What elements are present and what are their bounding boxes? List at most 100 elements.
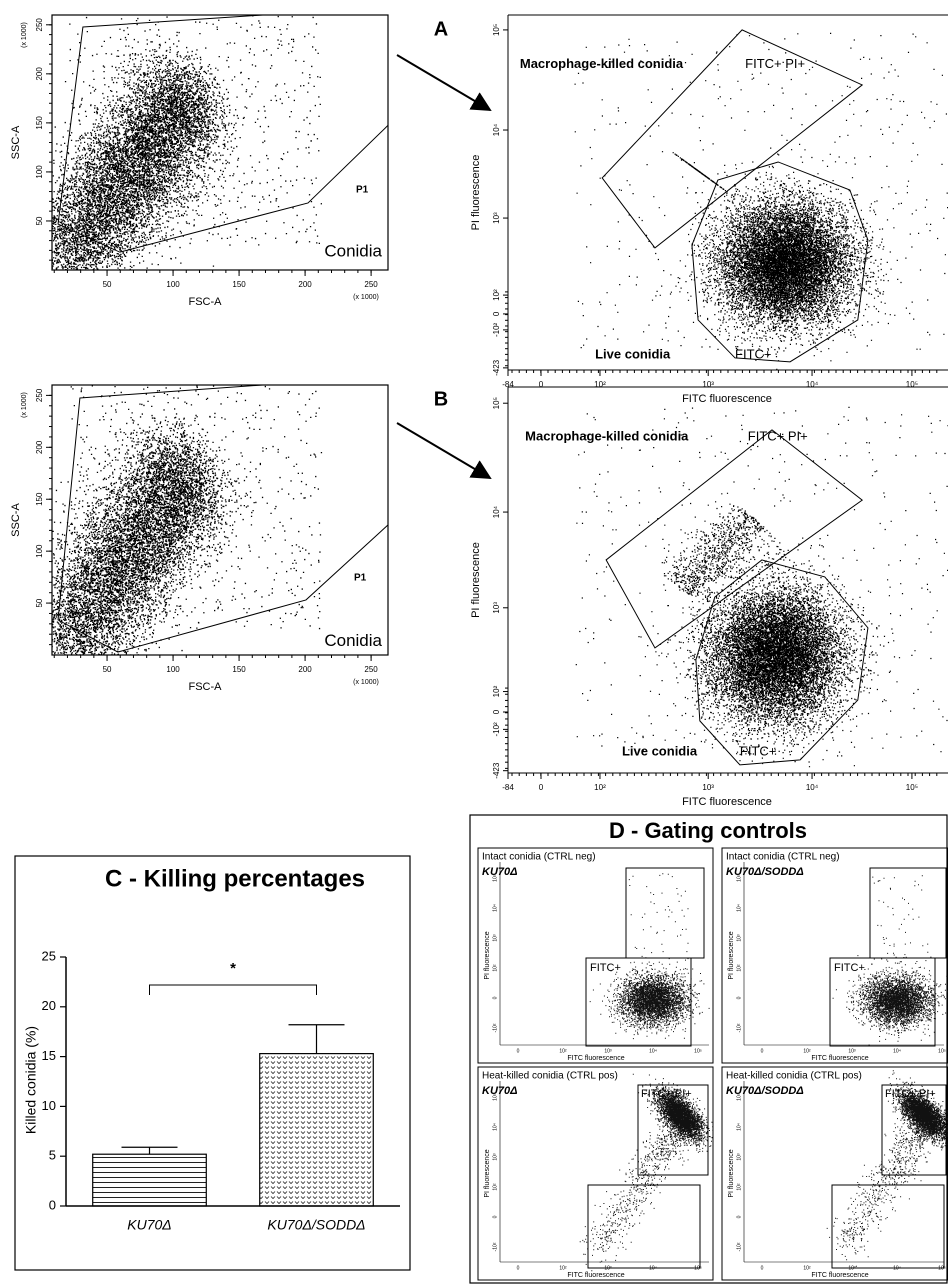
x-tick-label: -84 xyxy=(502,783,514,792)
y-tick-label: 10² xyxy=(492,964,498,972)
x-tick-label: 200 xyxy=(298,280,312,289)
population-label: Conidia xyxy=(324,242,382,261)
y-tick-label: 0 xyxy=(492,311,501,316)
significance-bracket xyxy=(150,985,317,995)
y-tick-label: 200 xyxy=(35,440,44,454)
y-tick-label: 10⁴ xyxy=(492,123,501,136)
y-tick-label: 10⁴ xyxy=(492,1123,498,1131)
y-tick-label: 25 xyxy=(42,948,56,963)
y-tick-label: 10⁴ xyxy=(736,904,742,912)
x-tick-label: 10³ xyxy=(604,1265,612,1271)
y-tick-label: 10³ xyxy=(736,1153,742,1161)
y-tick-label: 10 xyxy=(42,1098,56,1113)
x-tick-label: 0 xyxy=(761,1265,764,1271)
scatter-cloud xyxy=(0,374,322,757)
gate-label: FITC+ PI+ xyxy=(745,56,805,71)
y-tick-label: -10² xyxy=(736,1242,742,1251)
arrow xyxy=(397,55,490,110)
annotation: * xyxy=(230,960,236,977)
x-unit: (x 1000) xyxy=(353,679,379,686)
x-tick-label: 10⁴ xyxy=(893,1048,901,1054)
y-tick-label: 0 xyxy=(492,709,501,714)
scatter-cloud xyxy=(833,875,948,1045)
x-axis-label: FITC fluorescence xyxy=(811,1055,868,1062)
panel-title: D - Gating controls xyxy=(609,818,807,843)
x-axis-label: FITC fluorescence xyxy=(682,393,772,405)
y-tick-label: 10⁵ xyxy=(736,874,742,882)
y-tick-label: 10⁴ xyxy=(492,505,501,518)
y-tick-label: 0 xyxy=(736,1215,742,1218)
y-tick-label: 250 xyxy=(35,18,44,32)
y-axis-label: PI fluorescence xyxy=(470,155,482,231)
gate-label: FITC+ xyxy=(740,744,776,759)
x-tick-label: 10⁵ xyxy=(694,1265,702,1271)
scatter-cloud xyxy=(590,873,710,1039)
x-tick-label: 10² xyxy=(559,1265,567,1271)
y-tick-label: 10² xyxy=(736,1183,742,1191)
x-tick-label: 0 xyxy=(517,1265,520,1271)
subplot-frame xyxy=(478,848,713,1063)
gate-label: FITC+ xyxy=(735,347,771,362)
gate-label: FITC+ xyxy=(834,962,865,974)
x-tick-label: 10² xyxy=(594,783,606,792)
y-tick-label: 10³ xyxy=(492,602,501,614)
y-tick-label: 0 xyxy=(736,996,742,999)
y-tick-label: 10⁵ xyxy=(492,1093,498,1101)
y-tick-label: -10² xyxy=(492,322,501,337)
x-tick-label: 10³ xyxy=(848,1048,856,1054)
scatter-cloud xyxy=(574,407,948,777)
y-tick-label: 10⁵ xyxy=(492,874,498,882)
x-tick-label: 10⁵ xyxy=(906,783,918,792)
x-tick-label: 250 xyxy=(364,665,378,674)
x-tick-label: 0 xyxy=(539,783,544,792)
x-tick-label: 150 xyxy=(232,665,246,674)
scatter-cloud xyxy=(575,33,948,371)
scatter-cloud xyxy=(1,15,322,325)
x-axis-label: FITC fluorescence xyxy=(567,1272,624,1279)
x-tick-label: 10² xyxy=(803,1048,811,1054)
y-tick-label: 10⁵ xyxy=(492,24,501,36)
x-tick-label: 10³ xyxy=(702,380,714,389)
x-tick-label: 100 xyxy=(166,665,180,674)
x-tick-label: 10³ xyxy=(848,1265,856,1271)
y-axis-label: PI fluorescence xyxy=(470,542,482,618)
x-tick-label: 10⁵ xyxy=(938,1048,946,1054)
y-tick-label: 0 xyxy=(492,1215,498,1218)
plot-frame xyxy=(52,15,388,270)
gate-label: FITC+ PI+ xyxy=(885,1088,936,1100)
y-tick-label: 0 xyxy=(492,996,498,999)
x-tick-label: 10⁴ xyxy=(893,1265,901,1271)
y-tick-label: 100 xyxy=(35,165,44,179)
x-tick-label: 0 xyxy=(517,1048,520,1054)
y-tick-label: 10² xyxy=(492,1183,498,1191)
x-tick-label: 10³ xyxy=(604,1048,612,1054)
y-tick-label: 250 xyxy=(35,388,44,402)
y-unit: (x 1000) xyxy=(21,22,28,48)
y-tick-label: 10² xyxy=(492,685,501,697)
x-axis-label: FITC fluorescence xyxy=(811,1272,868,1279)
chart-title: C - Killing percentages xyxy=(105,865,365,892)
scatter-cloud xyxy=(580,1074,724,1272)
y-tick-label: 5 xyxy=(49,1148,56,1163)
y-tick-label: -10² xyxy=(492,1023,498,1032)
gate-label: Live conidia xyxy=(622,744,698,759)
gate xyxy=(870,868,946,958)
y-tick-label: 10³ xyxy=(492,212,501,224)
x-tick-label: 10² xyxy=(594,380,606,389)
gate-label: Macrophage-killed conidia xyxy=(520,56,684,71)
x-tick-label: 50 xyxy=(103,665,112,674)
y-tick-label: -10² xyxy=(736,1023,742,1032)
y-axis-label: PI fluorescence xyxy=(484,1149,491,1197)
y-axis-label: SSC-A xyxy=(10,503,22,537)
gate xyxy=(832,1185,944,1268)
x-tick-label: 10⁵ xyxy=(694,1048,702,1054)
gate xyxy=(626,868,704,958)
y-axis-label: PI fluorescence xyxy=(728,1149,735,1197)
y-tick-label: 10³ xyxy=(736,934,742,942)
y-tick-label: -10² xyxy=(492,1242,498,1251)
gate-label: P1 xyxy=(354,573,367,584)
x-tick-label: 10² xyxy=(803,1265,811,1271)
condition-label: Heat-killed conidia (CTRL pos) xyxy=(482,1071,618,1082)
x-tick-label: 10³ xyxy=(702,783,714,792)
arrow xyxy=(397,423,490,478)
